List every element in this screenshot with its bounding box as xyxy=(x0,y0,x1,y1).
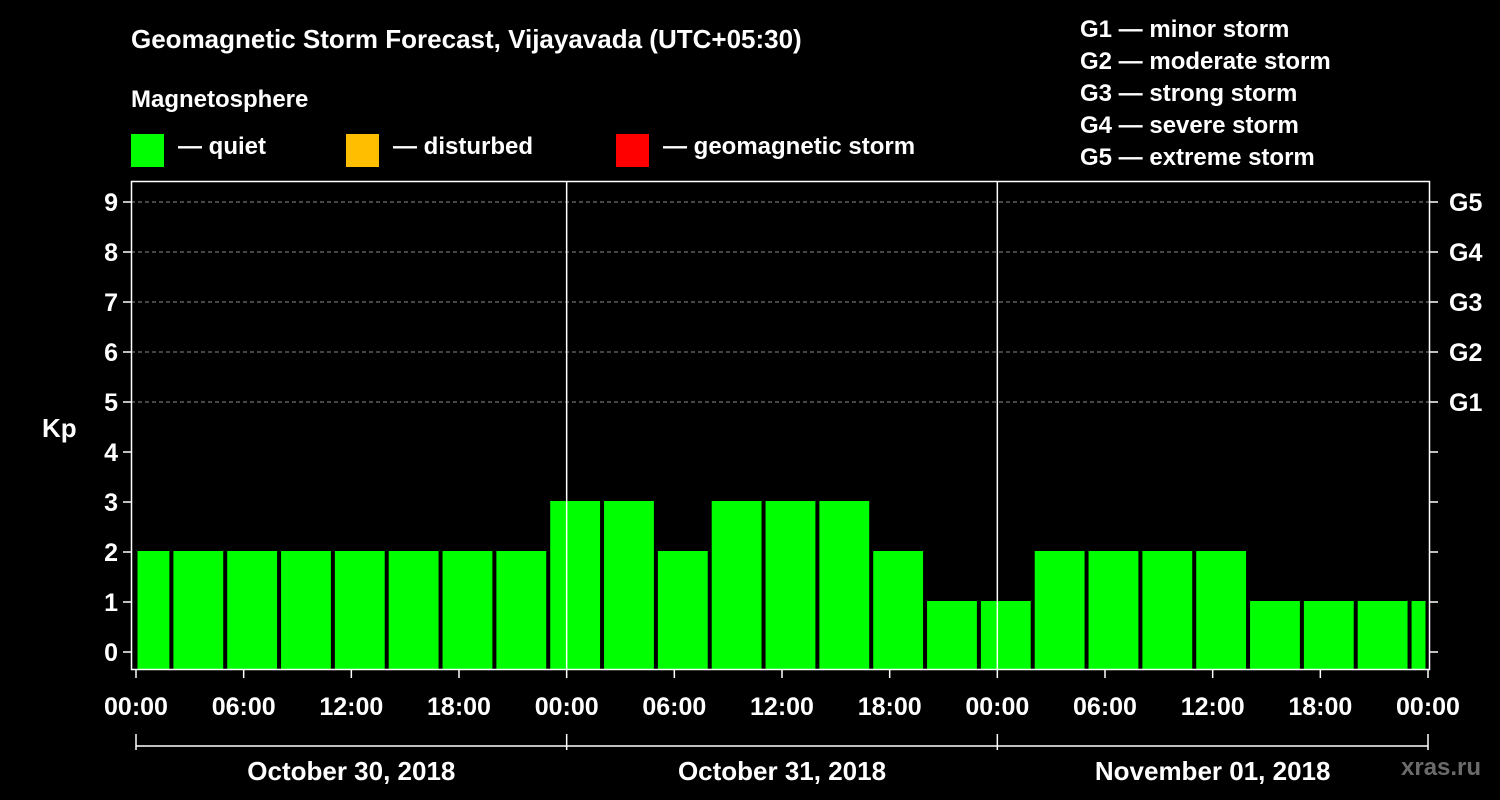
kp-bar-14 xyxy=(873,551,924,670)
y-tick-label-1: 1 xyxy=(104,589,118,617)
x-tick-label-6: 12:00 xyxy=(750,693,814,721)
kp-bar-22 xyxy=(1303,601,1354,670)
x-tick-label-10: 12:00 xyxy=(1181,693,1245,721)
kp-bar-6 xyxy=(442,551,493,670)
kp-bar-8 xyxy=(550,501,601,670)
plot-frame xyxy=(130,180,1431,671)
kp-bar-4 xyxy=(334,551,385,670)
chart-subtitle: Magnetosphere xyxy=(131,86,309,113)
right-label-G2: G2 xyxy=(1449,339,1482,367)
watermark: xras.ru xyxy=(1401,754,1482,781)
storm-scale-g5: G5 — extreme storm xyxy=(1080,144,1315,171)
kp-bar-21 xyxy=(1250,601,1300,670)
kp-bar-17 xyxy=(1034,551,1085,670)
y-tick-label-4: 4 xyxy=(104,439,118,467)
kp-bar-18 xyxy=(1088,551,1139,670)
y-tick-label-0: 0 xyxy=(104,639,118,667)
x-tick-label-5: 06:00 xyxy=(642,693,706,721)
legend-swatch-storm xyxy=(616,133,649,167)
y-tick-label-8: 8 xyxy=(104,239,118,267)
legend-swatch-disturbed xyxy=(346,133,379,167)
y-tick-label-3: 3 xyxy=(104,489,118,517)
x-tick-label-4: 00:00 xyxy=(535,693,599,721)
y-tick-label-9: 9 xyxy=(104,189,118,217)
kp-bar-19 xyxy=(1142,551,1193,670)
kp-bar-13 xyxy=(819,501,870,670)
x-tick-label-8: 00:00 xyxy=(965,693,1029,721)
y-tick-label-7: 7 xyxy=(104,289,118,317)
kp-bar-2 xyxy=(227,551,278,670)
kp-bar-3 xyxy=(281,551,331,670)
x-tick-label-3: 18:00 xyxy=(427,693,491,721)
legend-label-quiet: — quiet xyxy=(178,133,266,160)
kp-bar-7 xyxy=(496,551,547,670)
storm-scale-g2: G2 — moderate storm xyxy=(1080,48,1331,75)
x-tick-label-1: 06:00 xyxy=(212,693,276,721)
storm-scale-g4: G4 — severe storm xyxy=(1080,112,1299,139)
x-tick-label-0: 00:00 xyxy=(104,693,168,721)
kp-bar-0 xyxy=(137,551,170,670)
day-label-2: November 01, 2018 xyxy=(1095,756,1331,786)
storm-scale-legend: G1 — minor storm G2 — moderate storm G3 … xyxy=(1080,14,1331,174)
legend-item-quiet: — quiet xyxy=(131,133,266,167)
kp-bar-16 xyxy=(980,601,1031,670)
kp-bar-12 xyxy=(765,501,816,670)
storm-scale-g1: G1 — minor storm xyxy=(1080,16,1290,43)
x-tick-label-11: 18:00 xyxy=(1288,693,1352,721)
kp-bar-23 xyxy=(1357,601,1408,670)
x-tick-label-7: 18:00 xyxy=(858,693,922,721)
kp-bar-5 xyxy=(388,551,439,670)
right-label-G4: G4 xyxy=(1449,239,1482,267)
y-tick-label-6: 6 xyxy=(104,339,118,367)
right-label-G3: G3 xyxy=(1449,289,1482,317)
legend-swatch-quiet xyxy=(131,133,164,167)
kp-bar-15 xyxy=(927,601,977,670)
x-tick-label-9: 06:00 xyxy=(1073,693,1137,721)
x-tick-label-12: 00:00 xyxy=(1396,693,1460,721)
day-label-1: October 31, 2018 xyxy=(678,756,886,786)
kp-bar-24 xyxy=(1411,601,1426,670)
kp-bar-9 xyxy=(604,501,654,670)
x-tick-label-2: 12:00 xyxy=(319,693,383,721)
kp-bar-1 xyxy=(173,551,224,670)
chart-title: Geomagnetic Storm Forecast, Vijayavada (… xyxy=(131,24,802,54)
kp-bar-20 xyxy=(1196,551,1247,670)
legend-item-disturbed: — disturbed xyxy=(346,133,533,167)
y-tick-label-2: 2 xyxy=(104,539,118,567)
day-label-0: October 30, 2018 xyxy=(247,756,455,786)
legend-label-storm: — geomagnetic storm xyxy=(663,133,916,160)
storm-scale-g3: G3 — strong storm xyxy=(1080,80,1298,107)
legend-item-storm: — geomagnetic storm xyxy=(616,133,915,167)
kp-bar-10 xyxy=(657,551,708,670)
y-tick-label-5: 5 xyxy=(104,389,118,417)
y-axis-title: Kp xyxy=(42,413,77,443)
right-label-G5: G5 xyxy=(1449,189,1482,217)
legend-label-disturbed: — disturbed xyxy=(393,133,534,160)
right-label-G1: G1 xyxy=(1449,389,1482,417)
kp-bar-11 xyxy=(711,501,762,670)
